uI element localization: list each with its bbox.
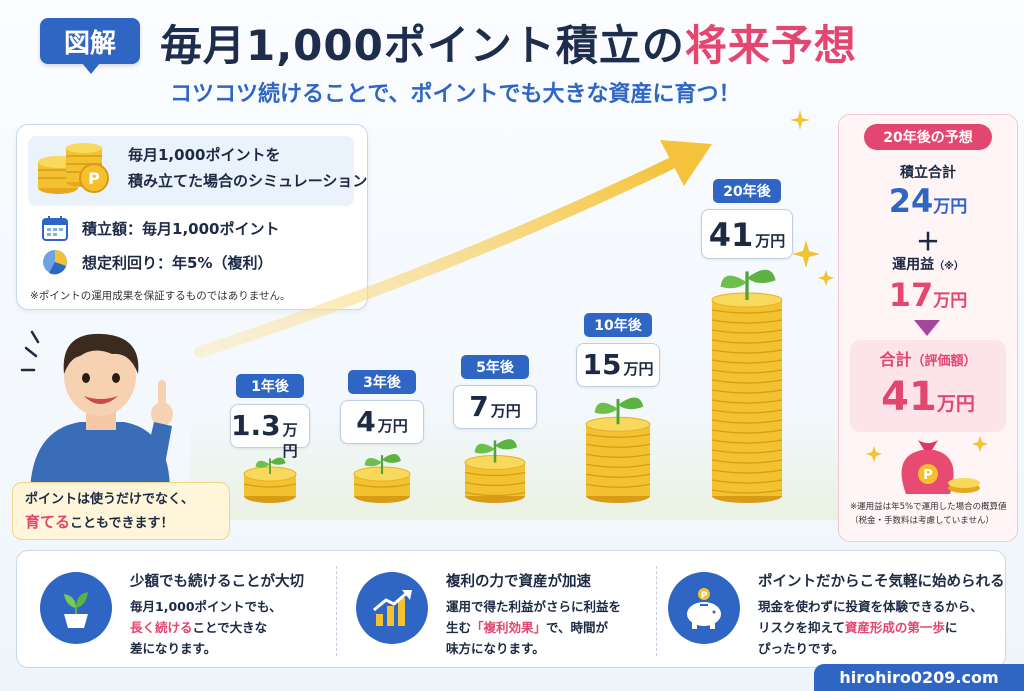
features-bar — [16, 550, 1006, 668]
amount-unit: 万円 — [755, 232, 786, 250]
sprout-icon — [720, 269, 776, 300]
growth-arrow — [194, 140, 712, 358]
year-label: 3年後 — [348, 370, 416, 395]
amount-unit: 万円 — [490, 402, 521, 421]
feature-2-body: 運用で得た利益がさらに利益を 生む「複利効果」で、時間が 味方になります。 — [446, 599, 622, 656]
zukai-badge: 図解 — [40, 18, 140, 74]
amount-value: 1.3 — [231, 409, 281, 442]
total-value: 41万円 — [881, 374, 975, 420]
contribution-label: 積立合計 — [900, 165, 956, 181]
feature-1-body: 毎月1,000ポイントでも、 長く続けることで大きな 差になります。 — [130, 599, 282, 656]
money-bag-icon: P — [866, 436, 988, 494]
coin-stack-bar — [243, 457, 297, 503]
total-box — [850, 340, 1006, 432]
amount-value: 4 — [356, 405, 376, 439]
contribution-value: 24万円 — [888, 182, 968, 220]
amount-label: 1.3 万円 — [230, 404, 310, 460]
site-url-link[interactable]: hirohiro0209.com — [814, 664, 1024, 691]
divider — [336, 566, 337, 656]
piggy-bank-icon: P — [668, 572, 740, 644]
total-label: 合計（評価額） — [879, 350, 977, 369]
coin-stack-bar — [353, 454, 411, 503]
sprout-icon — [255, 457, 286, 474]
sprout-icon — [594, 397, 644, 425]
divider — [656, 566, 657, 656]
sprout-icon — [364, 454, 401, 474]
svg-text:P: P — [88, 169, 100, 188]
feature-1-title: 少額でも続けることが大切 — [130, 574, 304, 590]
gain-label: 運用益（※） — [892, 257, 964, 273]
year-label: 1年後 — [236, 374, 304, 398]
svg-text:P: P — [701, 591, 708, 601]
amount-label: 4 万円 — [340, 400, 424, 445]
page-title: 毎月1,000ポイント積立の将来予想 — [160, 21, 857, 70]
amount-label: 7 万円 — [453, 385, 537, 430]
down-arrow-icon — [914, 320, 940, 336]
feature-3-body: 現金を使わずに投資を体験できるから、 リスクを抑えて資産形成の第一歩に ぴったり… — [758, 599, 983, 656]
pie-chart-icon — [40, 249, 70, 275]
feature-2-title: 複利の力で資産が加速 — [446, 574, 591, 590]
amount-value: 41 — [708, 216, 754, 254]
gain-value: 17万円 — [888, 276, 968, 314]
amount-unit: 万円 — [377, 417, 408, 436]
amount-label: 15 万円 — [576, 343, 660, 388]
plus-sign: ＋ — [916, 228, 940, 256]
page-subtitle: コツコツ続けることで、ポイントでも大きな資産に育つ！ — [170, 82, 741, 107]
info-row-contribution: 積立額：毎月1,000ポイント — [40, 214, 360, 242]
amount-value: 7 — [469, 390, 489, 424]
plant-pot-icon — [40, 572, 112, 644]
speech-bubble: ポイントは使うだけでなく、 育てることもできます！ — [12, 482, 230, 540]
coin-stack-bar — [464, 439, 526, 503]
title-accent: 将来予想 — [684, 21, 857, 70]
year-label: 20年後 — [713, 179, 781, 203]
guide-character — [20, 330, 173, 492]
feature-3-title: ポイントだからこそ気軽に始められる — [758, 574, 1005, 590]
amount-label: 41 万円 — [701, 209, 793, 259]
growth-chart-icon — [356, 572, 428, 644]
info-row-yield: 想定利回り：年5%（複利） — [40, 248, 360, 276]
coin-stack-bar — [711, 269, 783, 503]
coin-stack-bar — [585, 397, 651, 503]
sparkle-icon — [790, 110, 834, 286]
year-label: 5年後 — [461, 355, 529, 380]
year-label: 10年後 — [584, 313, 652, 338]
amount-unit: 万円 — [282, 421, 298, 460]
calendar-icon — [40, 215, 70, 241]
disclaimer-note: ※ポイントの運用成果を保証するものではありません。 — [30, 290, 291, 302]
info-card-title: 毎月1,000ポイントを 積み立てた場合のシミュレーション — [128, 146, 368, 190]
amount-unit: 万円 — [623, 360, 654, 379]
forecast-note: ※運用益は年5%で運用した場合の概算値（税金・手数料は考慮していません） — [850, 502, 1007, 526]
amount-value: 15 — [582, 348, 622, 382]
forecast-tag: 20年後の予想 — [864, 124, 992, 150]
sprout-icon — [474, 439, 518, 463]
speech-accent: 育てる — [25, 513, 71, 531]
svg-text:P: P — [923, 468, 933, 483]
coin-stack-icon: P — [38, 143, 109, 194]
